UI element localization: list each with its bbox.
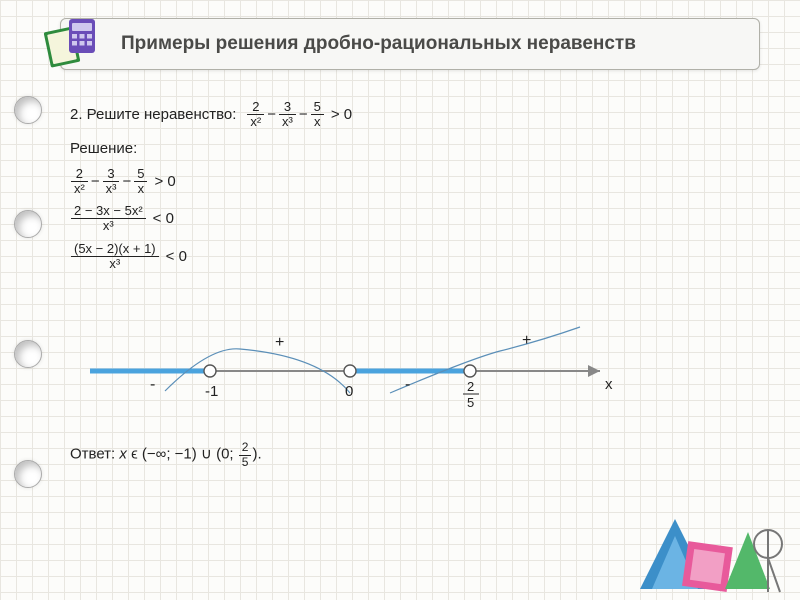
geometry-decoration-icon	[630, 504, 790, 594]
point-label: -1	[205, 383, 218, 400]
frac: (5x − 2)(x + 1) x³	[71, 242, 159, 272]
frac: 5 x	[311, 100, 324, 130]
frac: 2 x²	[247, 100, 264, 130]
frac: 2 x²	[71, 167, 88, 197]
frac-num: 2	[467, 379, 474, 394]
problem-statement: 2. Решите неравенство: 2 x² − 3 x³ − 5 x…	[70, 100, 760, 130]
binder-hole	[14, 460, 42, 488]
solution-step-3: (5x − 2)(x + 1) x³ < 0	[70, 242, 760, 272]
binder-hole	[14, 96, 42, 124]
frac: 3 x³	[279, 100, 296, 130]
page-title: Примеры решения дробно-рациональных нера…	[121, 33, 739, 55]
content-area: 2. Решите неравенство: 2 x² − 3 x³ − 5 x…	[70, 100, 760, 469]
binder-holes	[8, 0, 48, 600]
problem-prefix: 2. Решите неравенство:	[70, 106, 236, 123]
sign-label: +	[275, 334, 284, 351]
frac: 2 − 3x − 5x² x³	[71, 204, 146, 234]
frac: 3 x³	[103, 167, 120, 197]
number-line-svg: -1 0 x 2 5 - + - +	[70, 311, 630, 431]
axis-label: x	[605, 376, 613, 393]
binder-hole	[14, 340, 42, 368]
number-line-diagram: -1 0 x 2 5 - + - +	[70, 311, 630, 431]
sign-label: -	[405, 376, 410, 393]
solution-step-1: 2 x² − 3 x³ − 5 x > 0	[70, 167, 760, 197]
frac-den: 5	[467, 395, 474, 410]
sign-label: +	[522, 332, 531, 349]
frac: 5 x	[134, 167, 147, 197]
sign-label: -	[150, 376, 155, 393]
solution-label: Решение:	[70, 140, 760, 157]
solution-step-2: 2 − 3x − 5x² x³ < 0	[70, 204, 760, 234]
binder-hole	[14, 210, 42, 238]
point-label: 0	[345, 383, 353, 400]
answer-line: Ответ: x ϵ (−∞; −1) ∪ (0; 25).	[70, 441, 760, 468]
answer-prefix: Ответ:	[70, 446, 115, 463]
calculator-book-icon	[41, 11, 105, 75]
header-box: Примеры решения дробно-рациональных нера…	[60, 18, 760, 70]
